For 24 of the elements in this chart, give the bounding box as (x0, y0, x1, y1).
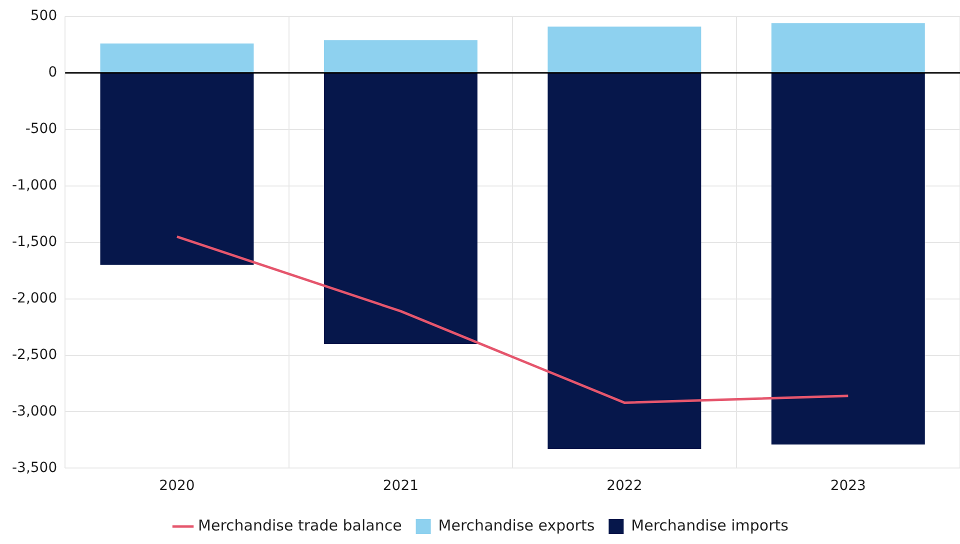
legend-label: Merchandise exports (438, 516, 595, 534)
y-tick-label: -3,000 (12, 403, 58, 420)
bar (324, 40, 478, 72)
y-tick-label: -2,000 (12, 290, 58, 306)
bar (771, 23, 925, 72)
y-tick-label: -1,500 (12, 234, 58, 250)
y-tick-label: -2,500 (12, 346, 58, 363)
x-tick-label: 2021 (382, 478, 419, 494)
x-tick-label: 2023 (830, 478, 866, 494)
y-tick-label: -500 (25, 120, 58, 137)
bar (548, 73, 702, 449)
legend-label: Merchandise imports (631, 516, 789, 534)
bar (548, 26, 702, 72)
y-tick-label: 500 (30, 8, 58, 24)
y-tick-label: -1,000 (12, 177, 58, 194)
bar (771, 73, 925, 444)
y-tick-label: -3,500 (12, 460, 58, 476)
x-tick-label: 2020 (159, 478, 195, 494)
bar (324, 73, 478, 344)
bar (100, 73, 254, 265)
y-tick-label: 0 (48, 64, 58, 81)
bar (100, 44, 254, 72)
legend-label: Merchandise trade balance (198, 516, 402, 534)
x-tick-label: 2022 (606, 478, 642, 494)
